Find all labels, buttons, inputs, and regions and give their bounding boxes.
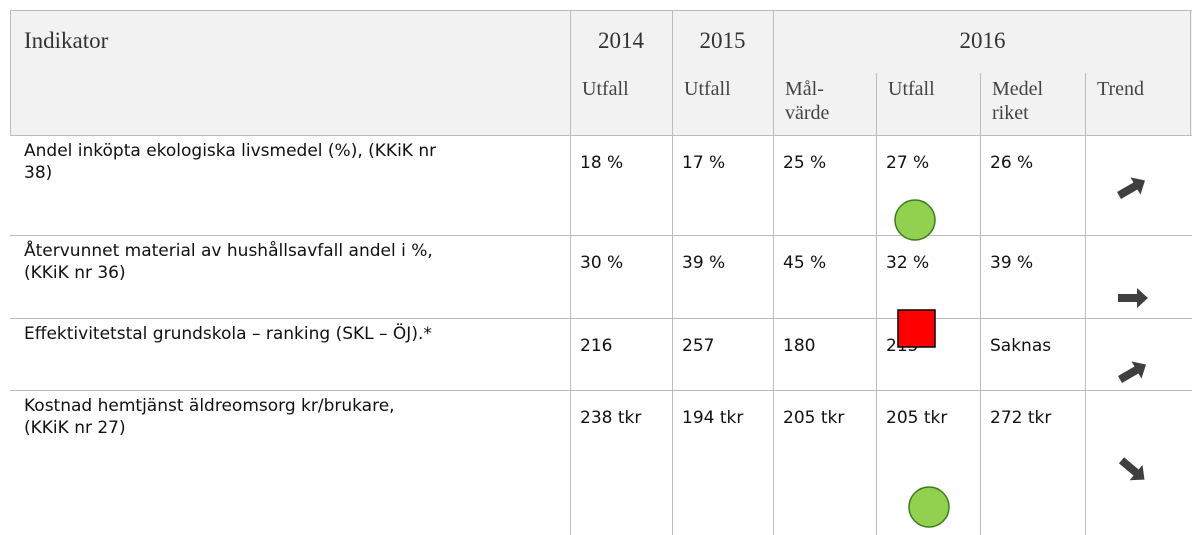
row-line [10,318,1192,319]
cell-value: 25 % [783,153,827,173]
subheader: Mål- värde [785,78,830,124]
col-line [980,73,981,535]
row-label: Återvunnet material av hushållsavfall an… [10,235,570,318]
year-header: 2016 [959,28,1006,53]
cell-value: 205 tkr [886,408,948,428]
subheader: Utfall [888,78,935,100]
right-line [1190,10,1191,135]
row-label: Kostnad hemtjänst äldreomsorg kr/brukare… [10,390,570,535]
row-line [10,390,1192,391]
row-label: Andel inköpta ekologiska livsmedel (%), … [10,135,570,235]
label-line: Andel inköpta ekologiska livsmedel (%), … [24,141,437,161]
label-line: (KKiK nr 36) [24,263,126,283]
status-green [908,486,950,528]
cell-value: 216 [580,336,613,356]
subheader: Utfall [684,78,731,100]
cell-value: 180 [783,336,816,356]
left-line [10,10,11,135]
col-line [672,10,673,535]
col-line [876,73,877,535]
label-line: Kostnad hemtjänst äldreomsorg kr/brukare… [24,396,395,416]
cell-value: 257 [682,336,715,356]
label-line: Effektivitetstal grundskola – ranking (S… [24,324,432,344]
header-cell: Indikator [24,28,109,53]
status-green [894,199,936,241]
col-line [570,10,571,535]
subheader: Trend [1097,78,1145,100]
label-line: Återvunnet material av hushållsavfall an… [24,241,433,261]
cell-value: 39 % [682,253,726,273]
label-line: 38) [24,163,53,183]
label-line: (KKiK nr 27) [24,418,126,438]
trend-arrow [1118,288,1148,308]
cell-value: 39 % [990,253,1034,273]
cell-value: 45 % [783,253,827,273]
cell-value: 18 % [580,153,624,173]
col-line [1085,73,1086,535]
trend-arrow [1118,457,1145,481]
cell-value: 272 tkr [990,408,1052,428]
trend-arrow [1117,177,1145,199]
col-line [773,10,774,535]
row-line [10,235,1192,236]
year-header: 2014 [598,28,644,53]
cell-value: 32 % [886,253,930,273]
row-label: Effektivitetstal grundskola – ranking (S… [10,318,570,390]
header-bottom [10,135,1192,136]
cell-value: 27 % [886,153,930,173]
cell-value: 194 tkr [682,408,744,428]
header-bg [10,10,1192,135]
trend-arrow [1118,361,1146,383]
cell-value: 26 % [990,153,1034,173]
cell-value: 205 tkr [783,408,845,428]
cell-value: 30 % [580,253,624,273]
status-red [897,309,936,348]
cell-value: 17 % [682,153,726,173]
subheader: Utfall [582,78,629,100]
cell-value: Saknas [990,336,1052,356]
year-header: 2015 [699,28,746,53]
cell-value: 238 tkr [580,408,642,428]
top-line [10,10,1192,11]
subheader: Medel riket [992,78,1044,124]
